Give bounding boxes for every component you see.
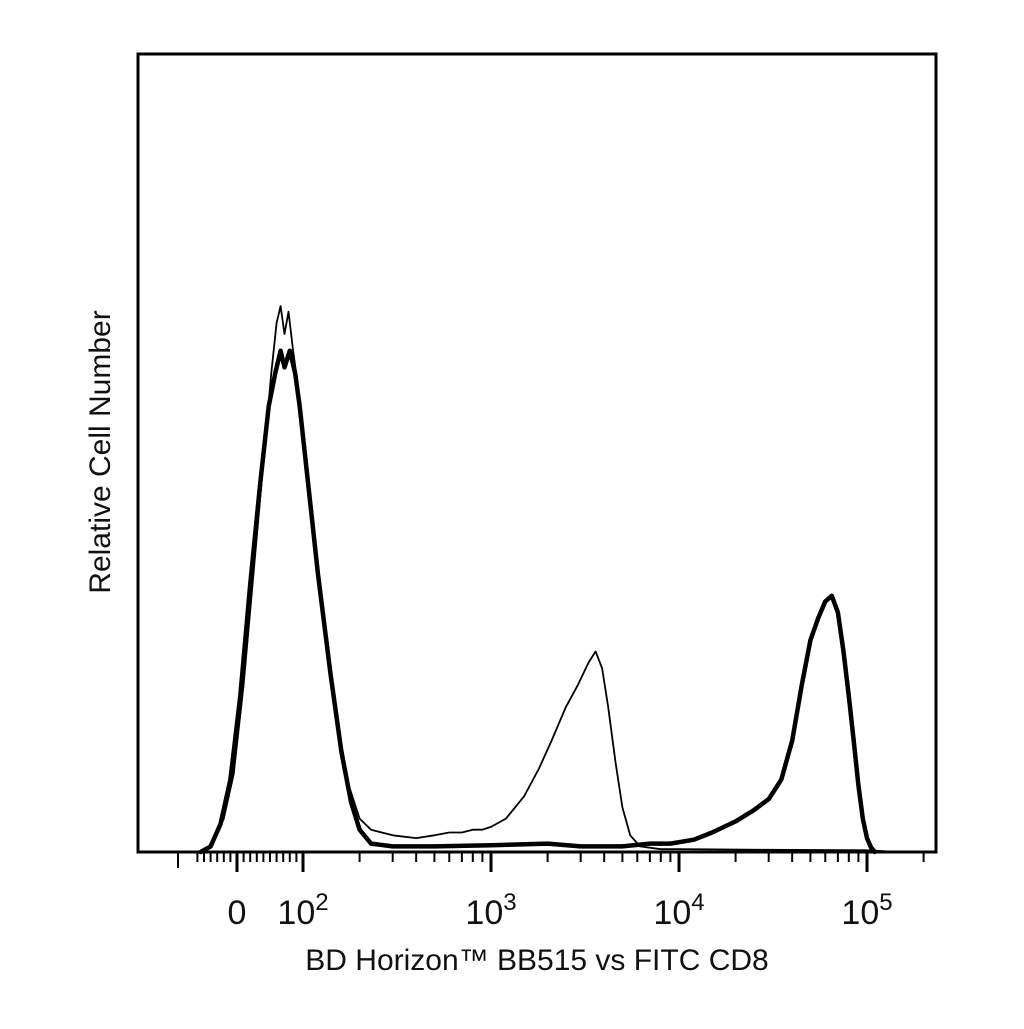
x-tick-label-base: 10 [277, 894, 315, 932]
x-tick-label-base: 10 [465, 894, 503, 932]
x-axis-label: BD Horizon™ BB515 vs FITC CD8 [305, 944, 768, 977]
series-line-thin [203, 305, 901, 853]
x-tick-label: 105 [841, 889, 892, 932]
x-minor-ticks [177, 852, 925, 868]
x-tick-label: 104 [653, 889, 704, 932]
plot-frame [136, 52, 938, 854]
x-tick-label-exponent: 2 [315, 889, 328, 916]
x-tick-label-base: 10 [653, 894, 691, 932]
series-line-thick [198, 348, 878, 855]
x-tick-label: 0 [228, 894, 247, 932]
x-tick-label-base: 0 [228, 894, 247, 932]
x-tick-label: 102 [277, 889, 328, 932]
series-layer [198, 305, 901, 855]
x-tick-label-exponent: 3 [503, 889, 516, 916]
x-tick-labels: 0 102 103 104 105 [228, 889, 893, 932]
x-tick-label-base: 10 [841, 894, 879, 932]
x-tick-label: 103 [465, 889, 516, 932]
x-tick-label-exponent: 4 [691, 889, 704, 916]
y-axis-label: Relative Cell Number [84, 310, 117, 593]
x-major-ticks [235, 852, 869, 872]
x-tick-label-exponent: 5 [879, 889, 892, 916]
